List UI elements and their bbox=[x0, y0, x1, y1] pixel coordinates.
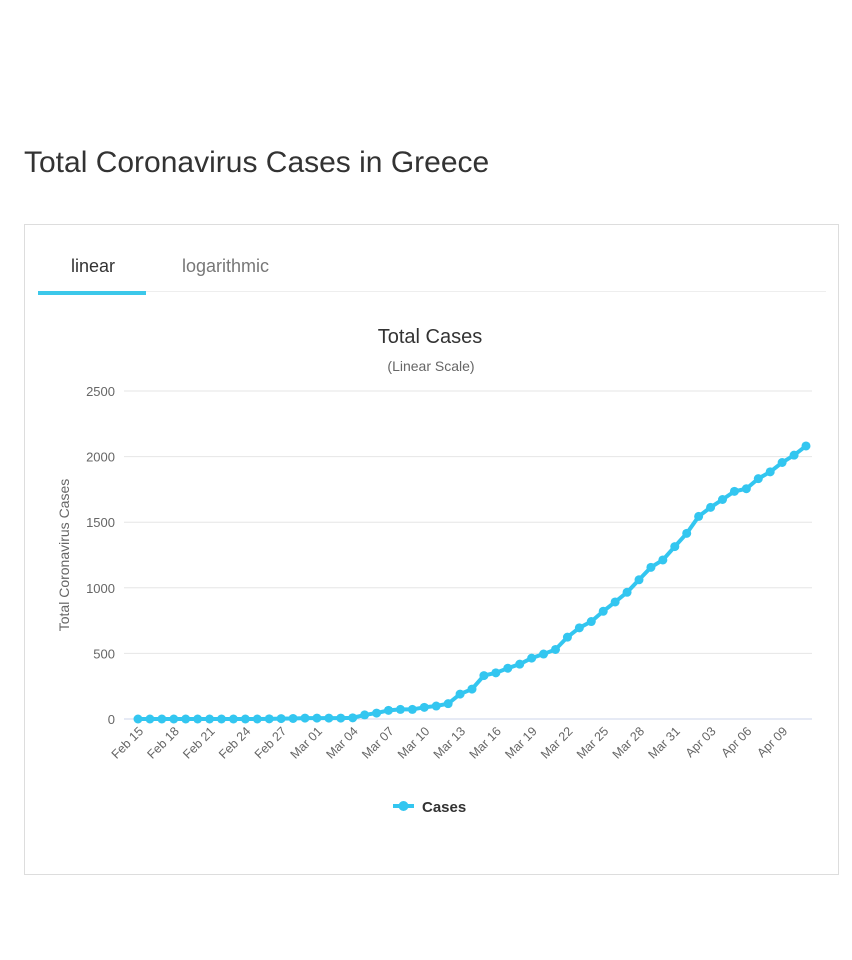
x-tick-label: Mar 13 bbox=[431, 724, 468, 761]
data-point[interactable] bbox=[205, 714, 215, 724]
data-point[interactable] bbox=[682, 528, 692, 538]
x-tick-label: Feb 24 bbox=[216, 724, 253, 761]
data-point[interactable] bbox=[646, 562, 656, 572]
x-tick-label: Apr 06 bbox=[719, 724, 755, 760]
data-point[interactable] bbox=[372, 708, 382, 718]
data-point[interactable] bbox=[276, 714, 286, 724]
data-point[interactable] bbox=[586, 617, 596, 627]
data-point[interactable] bbox=[181, 714, 191, 724]
data-point[interactable] bbox=[777, 458, 787, 468]
x-tick-label: Mar 01 bbox=[288, 724, 325, 761]
x-tick-label: Mar 19 bbox=[502, 724, 539, 761]
data-point[interactable] bbox=[419, 702, 429, 712]
data-point[interactable] bbox=[431, 701, 441, 711]
x-tick-label: Mar 16 bbox=[467, 724, 504, 761]
data-point[interactable] bbox=[193, 714, 203, 724]
x-tick-label: Apr 03 bbox=[683, 724, 719, 760]
x-tick-label: Mar 25 bbox=[574, 724, 611, 761]
legend[interactable]: Cases bbox=[393, 799, 466, 816]
data-point[interactable] bbox=[551, 644, 560, 654]
x-tick-label: Mar 04 bbox=[323, 724, 360, 761]
data-point[interactable] bbox=[515, 659, 525, 669]
data-point[interactable] bbox=[145, 714, 155, 724]
y-axis-label: Total Coronavirus Cases bbox=[56, 479, 72, 632]
data-point[interactable] bbox=[729, 486, 739, 496]
data-point[interactable] bbox=[360, 710, 370, 720]
data-point[interactable] bbox=[562, 632, 572, 642]
x-tick-label: Feb 18 bbox=[144, 724, 181, 761]
data-point[interactable] bbox=[634, 575, 644, 585]
data-point[interactable] bbox=[300, 713, 310, 723]
x-tick-label: Feb 21 bbox=[180, 724, 217, 761]
tab-linear[interactable]: linear bbox=[71, 256, 116, 276]
data-point[interactable] bbox=[741, 484, 751, 494]
y-tick-label: 2000 bbox=[86, 450, 115, 465]
data-point[interactable] bbox=[348, 713, 358, 723]
data-point[interactable] bbox=[252, 714, 262, 724]
legend-marker bbox=[398, 801, 409, 811]
data-point[interactable] bbox=[718, 495, 727, 505]
y-tick-label: 1000 bbox=[86, 581, 115, 596]
y-tick-label: 1500 bbox=[86, 515, 115, 530]
chart-title: Total Cases bbox=[378, 326, 483, 348]
legend-label: Cases bbox=[422, 799, 466, 816]
data-point[interactable] bbox=[765, 467, 775, 477]
data-point[interactable] bbox=[169, 714, 179, 724]
data-point[interactable] bbox=[288, 713, 298, 723]
data-point[interactable] bbox=[455, 689, 465, 699]
data-point[interactable] bbox=[753, 474, 763, 484]
data-point[interactable] bbox=[598, 606, 608, 616]
data-point[interactable] bbox=[670, 542, 680, 552]
page-title: Total Coronavirus Cases in Greece bbox=[24, 146, 490, 179]
data-point[interactable] bbox=[264, 714, 274, 724]
data-point[interactable] bbox=[324, 713, 334, 723]
data-point[interactable] bbox=[801, 441, 811, 451]
data-point[interactable] bbox=[574, 623, 584, 633]
x-tick-label: Feb 15 bbox=[109, 724, 146, 761]
series-line-cases bbox=[138, 444, 808, 721]
x-tick-label: Mar 10 bbox=[395, 724, 432, 761]
data-point[interactable] bbox=[217, 714, 226, 724]
active-tab-indicator bbox=[38, 291, 146, 295]
data-point[interactable] bbox=[443, 699, 453, 709]
data-point[interactable] bbox=[479, 671, 489, 681]
y-tick-label: 500 bbox=[93, 646, 115, 661]
chart-subtitle: (Linear Scale) bbox=[387, 358, 474, 374]
x-tick-label: Mar 28 bbox=[610, 724, 647, 761]
data-point[interactable] bbox=[133, 714, 143, 724]
data-point[interactable] bbox=[503, 663, 513, 673]
x-tick-label: Feb 27 bbox=[252, 724, 289, 761]
y-tick-label: 0 bbox=[108, 712, 115, 727]
x-tick-label: Apr 09 bbox=[754, 724, 790, 760]
data-point[interactable] bbox=[312, 713, 322, 723]
tab-divider bbox=[38, 291, 826, 292]
data-point[interactable] bbox=[467, 684, 477, 694]
data-point[interactable] bbox=[706, 502, 716, 512]
x-tick-label: Mar 22 bbox=[538, 724, 575, 761]
data-point[interactable] bbox=[622, 587, 632, 597]
data-point[interactable] bbox=[228, 714, 238, 724]
data-point[interactable] bbox=[491, 668, 501, 678]
x-tick-label: Mar 07 bbox=[359, 724, 396, 761]
chart-card bbox=[24, 224, 839, 875]
tab-logarithmic[interactable]: logarithmic bbox=[182, 256, 270, 276]
y-tick-label: 2500 bbox=[86, 384, 115, 399]
data-point[interactable] bbox=[336, 713, 346, 723]
data-point[interactable] bbox=[157, 714, 167, 724]
data-point[interactable] bbox=[527, 653, 537, 663]
data-point[interactable] bbox=[694, 511, 704, 521]
data-point[interactable] bbox=[395, 704, 405, 714]
data-point[interactable] bbox=[789, 450, 799, 460]
data-point[interactable] bbox=[407, 704, 417, 714]
data-point[interactable] bbox=[384, 705, 393, 715]
x-tick-label: Mar 31 bbox=[645, 724, 682, 761]
data-point[interactable] bbox=[610, 597, 620, 607]
data-point[interactable] bbox=[240, 714, 250, 724]
data-point[interactable] bbox=[658, 555, 668, 565]
data-point[interactable] bbox=[539, 649, 549, 659]
